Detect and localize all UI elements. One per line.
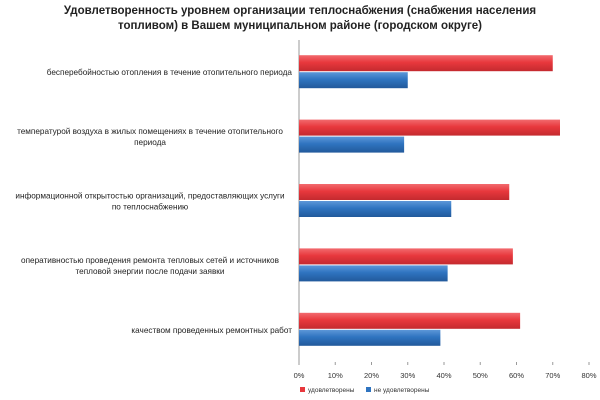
bar-not-satisfied-2	[299, 136, 405, 153]
bar-not-satisfied-3	[299, 201, 452, 217]
category-label-5-line-1: качеством проведенных ремонтных работ	[131, 326, 292, 335]
x-tick-label-2: 10%	[328, 371, 343, 380]
category-label-2-line-2: периода	[134, 138, 166, 147]
bar-not-satisfied-1	[299, 72, 408, 89]
legend-swatch-satisfied	[300, 387, 305, 392]
bar-satisfied-1	[299, 55, 553, 72]
bar-satisfied-5	[299, 312, 521, 329]
chart-title-line-2: топливом) в Вашем муниципальном районе (…	[117, 20, 483, 32]
x-tick-label-5: 40%	[436, 371, 451, 380]
bar-not-satisfied-5	[299, 329, 441, 346]
category-label-3-line-2: по теплоснабжению	[112, 203, 188, 212]
legend-label-satisfied: удовлетворены	[308, 387, 355, 394]
x-tick-label-7: 60%	[509, 371, 524, 380]
chart-title-line-1: Удовлетворенность уровнем организации те…	[63, 5, 537, 17]
category-label-4-line-2: тепловой энергии после подачи заявки	[76, 267, 225, 276]
category-label-1-line-1: бесперебойностью отопления в течение ото…	[47, 68, 293, 77]
x-tick-label-1: 0%	[294, 371, 305, 380]
legend-label-not-satisfied: не удовлетворены	[374, 387, 430, 394]
bar-satisfied-4	[299, 248, 513, 265]
x-tick-label-4: 30%	[400, 371, 415, 380]
legend-swatch-not-satisfied	[366, 387, 371, 392]
category-label-4-line-1: оперативностью проведения ремонта теплов…	[21, 256, 279, 265]
bar-satisfied-3	[299, 184, 510, 200]
x-tick-label-3: 20%	[364, 371, 379, 380]
category-group-4	[299, 248, 513, 282]
x-tick-label-8: 70%	[545, 371, 560, 380]
bar-not-satisfied-4	[299, 265, 448, 282]
category-group-1	[299, 55, 553, 89]
x-tick-label-9: 80%	[581, 371, 596, 380]
category-label-2-line-1: температурой воздуха в жилых помещениях …	[17, 127, 283, 136]
category-label-3-line-1: информационной открытостью организаций, …	[15, 192, 284, 201]
category-group-5	[299, 312, 521, 346]
x-tick-label-6: 50%	[473, 371, 488, 380]
bar-satisfied-2	[299, 119, 560, 136]
chart-title: Удовлетворенность уровнем организации те…	[0, 4, 600, 34]
category-group-2	[299, 119, 560, 153]
category-group-3	[299, 184, 510, 217]
